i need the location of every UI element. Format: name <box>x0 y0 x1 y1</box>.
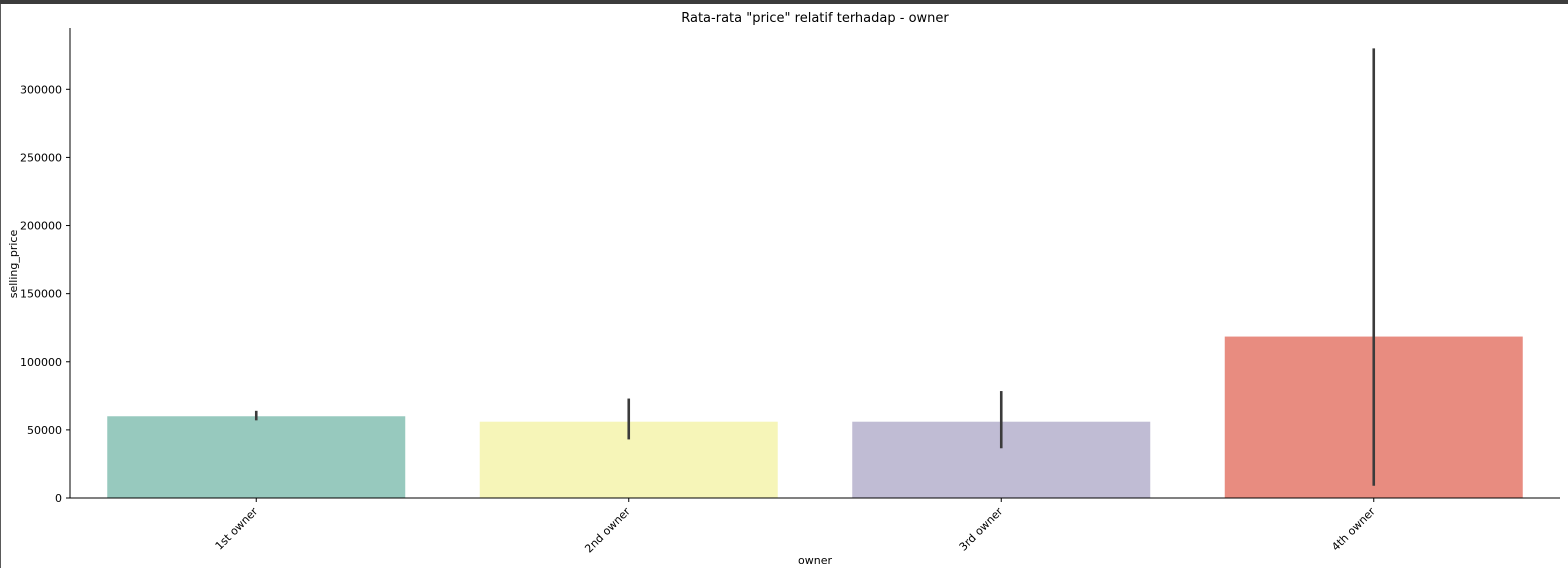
y-tick-label: 200000 <box>20 220 62 233</box>
x-axis: 1st owner 2nd owner 3rd owner 4th owner <box>213 498 1378 556</box>
y-tick-label: 150000 <box>20 288 62 301</box>
y-axis: 0 50000 100000 150000 200000 250000 300000 <box>20 83 70 505</box>
x-axis-label: owner <box>798 554 832 567</box>
y-axis-label: selling_price <box>7 230 20 299</box>
y-tick-label: 300000 <box>20 83 62 96</box>
y-tick-label: 50000 <box>27 424 62 437</box>
window-left-border <box>0 4 1 568</box>
x-tick-label: 3rd owner <box>957 505 1006 554</box>
y-tick-label: 250000 <box>20 151 62 164</box>
y-tick-label: 0 <box>55 492 62 505</box>
window-top-strip <box>0 0 1568 4</box>
bar <box>107 416 406 498</box>
x-tick-label: 2nd owner <box>582 505 633 556</box>
x-tick-label: 4th owner <box>1329 505 1378 554</box>
y-tick-label: 100000 <box>20 356 62 369</box>
x-tick-label: 1st owner <box>213 505 261 553</box>
bars <box>107 336 1523 498</box>
chart-title: Rata-rata "price" relatif terhadap - own… <box>681 11 949 26</box>
error-bars <box>254 48 1376 486</box>
